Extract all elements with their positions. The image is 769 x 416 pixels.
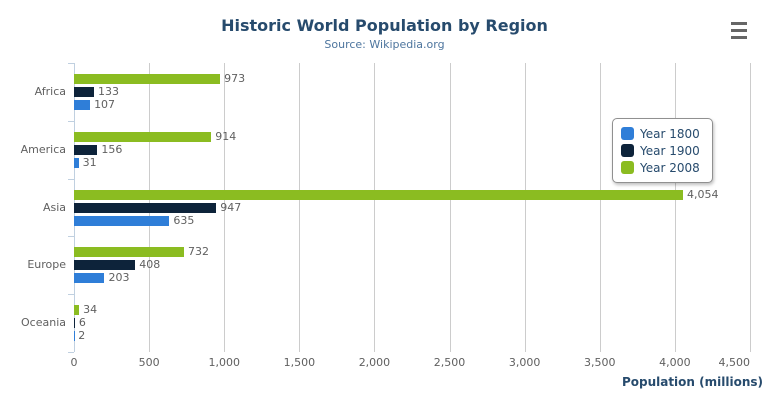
y-axis-tick xyxy=(68,236,74,238)
category-label-america: America xyxy=(20,142,66,156)
x-tick-label: 500 xyxy=(138,356,160,369)
legend-item-label: Year 1800 xyxy=(640,126,700,141)
bar-year-2008-oceania[interactable] xyxy=(74,305,80,316)
category-label-europe: Europe xyxy=(27,258,66,272)
legend-item-year-1800[interactable]: Year 1800 xyxy=(621,125,700,142)
y-axis-tick xyxy=(68,294,74,296)
bar-year-1900-europe[interactable] xyxy=(74,260,136,271)
gridline xyxy=(599,63,601,352)
bar-value-label: 4,054 xyxy=(687,187,719,201)
category-label-oceania: Oceania xyxy=(21,316,66,330)
legend: Year 1800 Year 1900 Year 2008 xyxy=(612,118,713,183)
x-tick-label: 1,000 xyxy=(208,356,240,369)
chart-title: Historic World Population by Region xyxy=(221,16,548,35)
bar-year-2008-africa[interactable] xyxy=(74,73,221,84)
legend-swatch-icon xyxy=(621,144,634,157)
bar-year-1900-africa[interactable] xyxy=(74,86,94,97)
bar-value-label: 635 xyxy=(173,213,195,227)
y-axis-tick xyxy=(68,120,74,122)
bar-value-label: 973 xyxy=(224,71,246,85)
bar-value-label: 156 xyxy=(101,142,123,156)
hamburger-icon xyxy=(731,22,747,39)
bar-value-label: 732 xyxy=(187,245,209,259)
plot-area: 973 133 107 914 156 31 4,054 947 635 732 408 203 34 6… xyxy=(74,63,751,352)
bar-year-1900-oceania[interactable] xyxy=(74,318,75,329)
legend-item-year-1900[interactable]: Year 1900 xyxy=(621,142,700,159)
x-tick-label: 1,500 xyxy=(283,356,316,369)
bar-year-1800-america[interactable] xyxy=(74,157,79,168)
bar-value-label: 408 xyxy=(139,258,161,272)
bar-year-2008-europe[interactable] xyxy=(74,247,184,258)
category-label-asia: Asia xyxy=(42,200,66,214)
x-tick-label: 0 xyxy=(70,356,78,369)
gridline xyxy=(750,63,751,352)
bar-value-label: 34 xyxy=(83,303,98,317)
legend-item-label: Year 1900 xyxy=(640,143,700,158)
x-tick-label: 4,500 xyxy=(718,356,751,369)
gridline xyxy=(449,63,451,352)
bar-year-2008-america[interactable] xyxy=(74,131,212,142)
context-menu-button[interactable] xyxy=(731,22,747,40)
x-tick-label: 4,000 xyxy=(659,356,691,369)
x-axis-title: Population (millions) xyxy=(621,375,763,389)
gridline xyxy=(299,63,301,352)
gridline xyxy=(524,63,526,352)
legend-swatch-icon xyxy=(621,127,634,140)
gridline xyxy=(674,63,676,352)
bar-value-label: 6 xyxy=(78,316,86,330)
bar-year-1900-america[interactable] xyxy=(74,144,98,155)
x-tick-label: 3,000 xyxy=(508,356,541,369)
legend-swatch-icon xyxy=(621,161,634,174)
bar-value-label: 31 xyxy=(82,155,97,169)
legend-item-label: Year 2008 xyxy=(640,160,700,175)
x-tick-label: 2,500 xyxy=(433,356,466,369)
bar-value-label: 133 xyxy=(97,84,119,98)
gridline xyxy=(374,63,376,352)
x-tick-label: 3,500 xyxy=(584,356,616,369)
bar-value-label: 914 xyxy=(215,129,237,143)
bar-value-label: 203 xyxy=(108,271,130,285)
category-label-africa: Africa xyxy=(34,84,66,98)
bar-value-label: 107 xyxy=(94,97,116,111)
bar-year-1800-africa[interactable] xyxy=(74,99,91,110)
bar-year-1800-asia[interactable] xyxy=(74,215,170,226)
y-axis-tick xyxy=(68,178,74,180)
gridline xyxy=(224,63,226,352)
legend-item-year-2008[interactable]: Year 2008 xyxy=(621,159,700,176)
y-axis-tick xyxy=(68,63,74,64)
chart-subtitle: Source: Wikipedia.org xyxy=(324,38,445,51)
bar-year-2008-asia[interactable] xyxy=(74,189,683,200)
bar-year-1800-europe[interactable] xyxy=(74,273,105,284)
bar-value-label: 947 xyxy=(220,200,242,214)
bar-year-1900-asia[interactable] xyxy=(74,202,217,213)
bar-value-label: 2 xyxy=(78,329,86,343)
x-tick-label: 2,000 xyxy=(358,356,391,369)
y-axis-tick xyxy=(68,352,74,353)
